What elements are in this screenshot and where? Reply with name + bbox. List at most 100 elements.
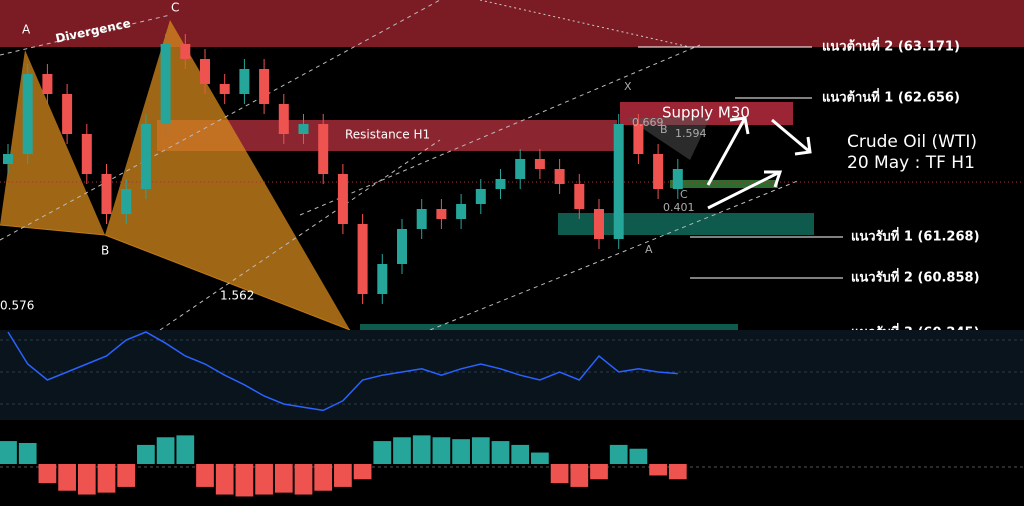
candle-body bbox=[101, 174, 112, 214]
hist-bar bbox=[77, 464, 96, 495]
hist-bar bbox=[314, 464, 333, 491]
hist-bar bbox=[412, 435, 431, 464]
candle-body bbox=[62, 94, 73, 134]
candle-body bbox=[436, 209, 447, 219]
candle-body bbox=[377, 264, 388, 294]
candle-body bbox=[180, 44, 191, 59]
harmonic-edge bbox=[104, 234, 351, 331]
hist-bar bbox=[432, 437, 451, 464]
hist-bar bbox=[609, 444, 628, 464]
hist-bar bbox=[511, 444, 530, 464]
point-label: X bbox=[624, 80, 632, 93]
point-label: A bbox=[645, 243, 653, 256]
point-label: C bbox=[171, 1, 179, 15]
demand-low bbox=[360, 324, 738, 330]
ratio-label: 1.562 bbox=[220, 289, 254, 303]
rsi bbox=[0, 331, 1024, 412]
candle-body bbox=[22, 74, 33, 154]
candle-body bbox=[200, 59, 210, 84]
candle-body bbox=[318, 124, 329, 174]
supply-label: Supply M30 bbox=[662, 104, 750, 122]
candle-body bbox=[278, 104, 289, 134]
hist-bar bbox=[255, 464, 273, 495]
harmonic-small bbox=[627, 118, 710, 160]
hist-bar bbox=[274, 464, 293, 493]
hist-bar bbox=[570, 464, 589, 487]
hist-bar bbox=[0, 441, 17, 464]
channel-line bbox=[159, 139, 441, 331]
level-label: แนวรับที่ 1 (61.268) bbox=[851, 227, 980, 245]
candles bbox=[3, 34, 683, 304]
hist-bar bbox=[235, 464, 254, 497]
hist-bar bbox=[97, 464, 116, 493]
hist-bar bbox=[393, 437, 411, 464]
hist-bar bbox=[629, 448, 648, 464]
candle-body bbox=[653, 154, 664, 189]
divergence-line bbox=[0, 14, 171, 56]
level-label: แนวรับที่ 2 (60.858) bbox=[851, 268, 980, 286]
candle-body bbox=[140, 124, 151, 189]
chart-subtitle: 20 May : TF H1 bbox=[847, 153, 975, 173]
ratio-label: 0.576 bbox=[0, 299, 34, 313]
candle-body bbox=[574, 184, 585, 209]
channel-line bbox=[0, 0, 441, 241]
hist-bar bbox=[137, 444, 155, 464]
candle-body bbox=[495, 179, 506, 189]
ratio-label: 0.401 bbox=[663, 201, 695, 214]
hist-bar bbox=[531, 452, 549, 464]
hist-bar bbox=[471, 437, 490, 464]
candle-body bbox=[416, 209, 427, 229]
candle-body bbox=[239, 69, 250, 94]
harmonic-edge bbox=[0, 224, 106, 236]
hist-bar bbox=[215, 464, 234, 495]
chart-title: Crude Oil (WTI) bbox=[847, 132, 977, 152]
candle-body bbox=[594, 209, 604, 239]
hist-bar bbox=[649, 464, 667, 476]
hist-bar bbox=[176, 435, 195, 464]
arrows bbox=[706, 116, 812, 210]
hist-bar bbox=[334, 464, 352, 487]
point-label: B bbox=[660, 123, 668, 136]
hist-bar bbox=[550, 464, 569, 484]
trend-line bbox=[479, 0, 691, 48]
rsi-line bbox=[7, 331, 678, 412]
candle-body bbox=[3, 154, 13, 164]
point-label: A bbox=[22, 23, 31, 37]
hist-bar bbox=[353, 464, 372, 480]
candle-body bbox=[121, 189, 132, 214]
candle-body bbox=[337, 174, 348, 224]
point-label: C bbox=[680, 188, 688, 201]
hist-bar bbox=[58, 464, 76, 491]
point-label: B bbox=[101, 244, 109, 258]
demand-small bbox=[670, 180, 778, 188]
hist-bar bbox=[117, 464, 136, 487]
candle-body bbox=[81, 134, 92, 174]
candle-body bbox=[515, 159, 526, 179]
hist-bar bbox=[196, 464, 214, 487]
resistance-label: Resistance H1 bbox=[345, 128, 430, 142]
rsi-panel bbox=[0, 330, 1024, 420]
hist-bar bbox=[38, 464, 57, 484]
hist-bar bbox=[491, 441, 510, 464]
channel-line bbox=[299, 44, 701, 216]
candle-body bbox=[42, 74, 53, 94]
histogram bbox=[0, 435, 687, 497]
ratio-label: 1.594 bbox=[675, 127, 707, 140]
hist-bar bbox=[668, 464, 687, 480]
channel-line bbox=[429, 179, 801, 331]
candle-body bbox=[357, 224, 368, 294]
hist-bar bbox=[18, 443, 37, 464]
candle-body bbox=[534, 159, 545, 169]
candle-body bbox=[298, 124, 309, 134]
candle-body bbox=[613, 124, 624, 239]
candle-body bbox=[633, 124, 644, 154]
hist-bar bbox=[373, 441, 392, 464]
candle-body bbox=[160, 44, 171, 124]
level-label: แนวต้านที่ 1 (62.656) bbox=[822, 88, 960, 106]
candle-body bbox=[259, 69, 270, 104]
hist-bar bbox=[452, 439, 470, 464]
candle-body bbox=[219, 84, 230, 94]
hist-bar bbox=[156, 437, 175, 464]
hist-bar bbox=[590, 464, 608, 480]
